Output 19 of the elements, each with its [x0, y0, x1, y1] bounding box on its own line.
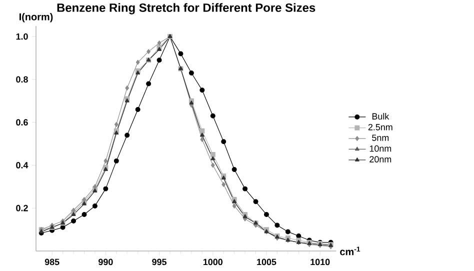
y-tick-label: 0.6	[16, 119, 28, 126]
legend-label: 20nm	[370, 156, 392, 162]
legend-label: 2.5nm	[368, 124, 392, 130]
x-tick-label: 1000	[203, 258, 222, 266]
y-tick-label: 0.8	[16, 76, 28, 83]
x-tick-label: 1010	[310, 258, 330, 266]
y-tick-label: 0.4	[16, 162, 28, 168]
x-tick-label: 995	[152, 258, 167, 266]
y-tick-label: 1.0	[16, 33, 28, 40]
y-axis-title: I(norm)	[20, 13, 53, 22]
legend-label: 10nm	[370, 145, 392, 152]
x-axis-title: cm$^{-1}$	[340, 246, 360, 256]
x-tick-label: 1005	[257, 258, 276, 266]
x-tick-label: 985	[44, 258, 60, 266]
y-tick-label: 0.2	[16, 204, 28, 212]
x-tick-label: 990	[98, 258, 113, 266]
legend-label: 5nm	[372, 134, 389, 141]
legend-label: Bulk	[372, 112, 390, 120]
chart-title: Benzene Ring Stretch for Different Pore Sizes	[57, 3, 316, 14]
